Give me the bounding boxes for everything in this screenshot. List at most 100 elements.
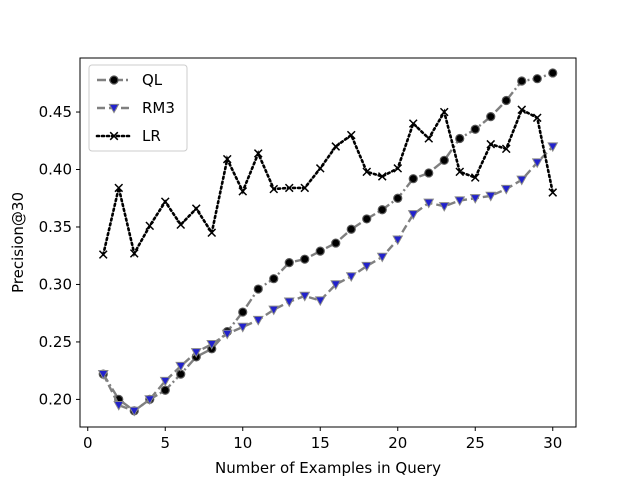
data-point-lr — [145, 221, 155, 231]
y-tick-label: 0.20 — [39, 390, 72, 408]
data-point-lr — [362, 167, 372, 177]
data-point-rm3 — [516, 175, 528, 186]
data-point-rm3 — [159, 376, 171, 387]
data-point-rm3 — [423, 198, 435, 209]
data-point-ql — [284, 258, 294, 268]
data-point-ql — [424, 168, 434, 178]
data-point-lr — [331, 142, 341, 151]
data-point-rm3 — [345, 272, 357, 283]
data-point-lr — [284, 183, 294, 193]
data-point-ql — [408, 174, 418, 184]
data-point-lr — [315, 164, 325, 173]
legend-cross-icon — [109, 131, 119, 141]
data-point-lr — [269, 184, 279, 194]
data-point-lr — [346, 130, 356, 140]
y-tick-label: 0.30 — [39, 275, 72, 293]
data-point-ql — [517, 76, 527, 86]
plot-frame — [79, 57, 577, 428]
data-point-rm3 — [206, 340, 218, 350]
x-tick-label: 20 — [388, 434, 407, 452]
data-point-rm3 — [361, 261, 373, 272]
data-point-lr — [207, 228, 217, 238]
legend: QL RM3 LR — [88, 64, 188, 152]
data-point-ql — [315, 246, 325, 256]
data-point-ql — [548, 68, 558, 78]
data-point-rm3 — [237, 322, 249, 333]
data-point-rm3 — [376, 252, 388, 263]
data-point-ql — [377, 205, 387, 215]
series-line-lr — [101, 107, 555, 257]
data-point-rm3 — [438, 202, 450, 212]
y-tick-label: 0.45 — [39, 103, 72, 121]
data-point-lr — [222, 154, 232, 164]
axes: 0 5 10 15 20 25 30 0.20 0.25 0.30 0.35 0.40 0.45 — [39, 57, 577, 452]
data-point-lr — [439, 107, 449, 117]
x-tick-label: 5 — [160, 434, 170, 452]
data-point-rm3 — [221, 329, 233, 340]
data-point-lr — [424, 134, 434, 143]
data-point-lr — [486, 139, 496, 149]
data-point-rm3 — [469, 194, 481, 204]
data-point-rm3 — [547, 142, 559, 153]
data-point-ql — [439, 155, 449, 165]
x-tick-label: 0 — [83, 434, 93, 452]
data-point-ql — [269, 274, 279, 284]
data-point-rm3 — [175, 361, 187, 372]
data-point-lr — [455, 167, 465, 177]
y-tick-label: 0.35 — [39, 218, 72, 236]
data-point-rm3 — [128, 406, 140, 417]
data-point-rm3 — [299, 291, 311, 302]
data-point-rm3 — [407, 210, 419, 220]
data-point-rm3 — [330, 280, 342, 291]
data-point-ql — [532, 74, 542, 84]
data-point-rm3 — [485, 191, 497, 202]
data-point-rm3 — [113, 400, 125, 411]
data-point-ql — [486, 112, 496, 122]
data-point-lr — [191, 204, 201, 213]
data-point-ql — [362, 214, 372, 224]
legend-label-lr: LR — [142, 127, 161, 145]
data-point-ql — [393, 193, 403, 203]
data-point-lr — [160, 197, 170, 207]
data-point-lr — [548, 188, 558, 197]
legend-box — [88, 64, 188, 152]
y-axis-label: Precision@30 — [9, 192, 27, 293]
data-point-rm3 — [97, 369, 109, 380]
y-tick-label: 0.25 — [39, 333, 72, 351]
data-point-ql — [300, 254, 310, 264]
data-point-rm3 — [454, 196, 466, 207]
data-point-ql — [160, 385, 170, 395]
data-point-rm3 — [392, 235, 404, 246]
data-point-lr — [114, 183, 124, 193]
x-tick-label: 30 — [543, 434, 562, 452]
data-point-lr — [393, 164, 403, 173]
x-tick-label: 15 — [311, 434, 330, 452]
data-point-rm3 — [531, 158, 543, 169]
data-point-rm3 — [190, 348, 202, 358]
legend-label-rm3: RM3 — [142, 99, 175, 117]
data-point-ql — [501, 95, 511, 106]
data-point-ql — [238, 307, 248, 317]
data-point-lr — [300, 183, 310, 193]
data-point-lr — [532, 113, 542, 123]
x-tick-label: 25 — [466, 434, 485, 452]
data-point-rm3 — [268, 305, 280, 316]
data-point-ql — [470, 124, 480, 134]
y-tick-label: 0.40 — [39, 161, 72, 179]
data-point-lr — [253, 149, 263, 158]
x-tick-label: 10 — [233, 434, 252, 452]
plot-area — [97, 68, 559, 417]
data-point-rm3 — [314, 296, 326, 307]
data-point-ql — [253, 284, 263, 294]
x-axis-label: Number of Examples in Query — [215, 459, 441, 477]
data-point-lr — [501, 144, 511, 154]
data-point-ql — [346, 224, 356, 234]
legend-label-ql: QL — [142, 71, 163, 89]
data-point-rm3 — [283, 297, 295, 308]
data-point-lr — [377, 172, 387, 181]
data-point-lr — [98, 250, 108, 259]
data-point-lr — [470, 173, 480, 182]
data-point-lr — [517, 105, 527, 115]
data-point-rm3 — [252, 315, 264, 326]
